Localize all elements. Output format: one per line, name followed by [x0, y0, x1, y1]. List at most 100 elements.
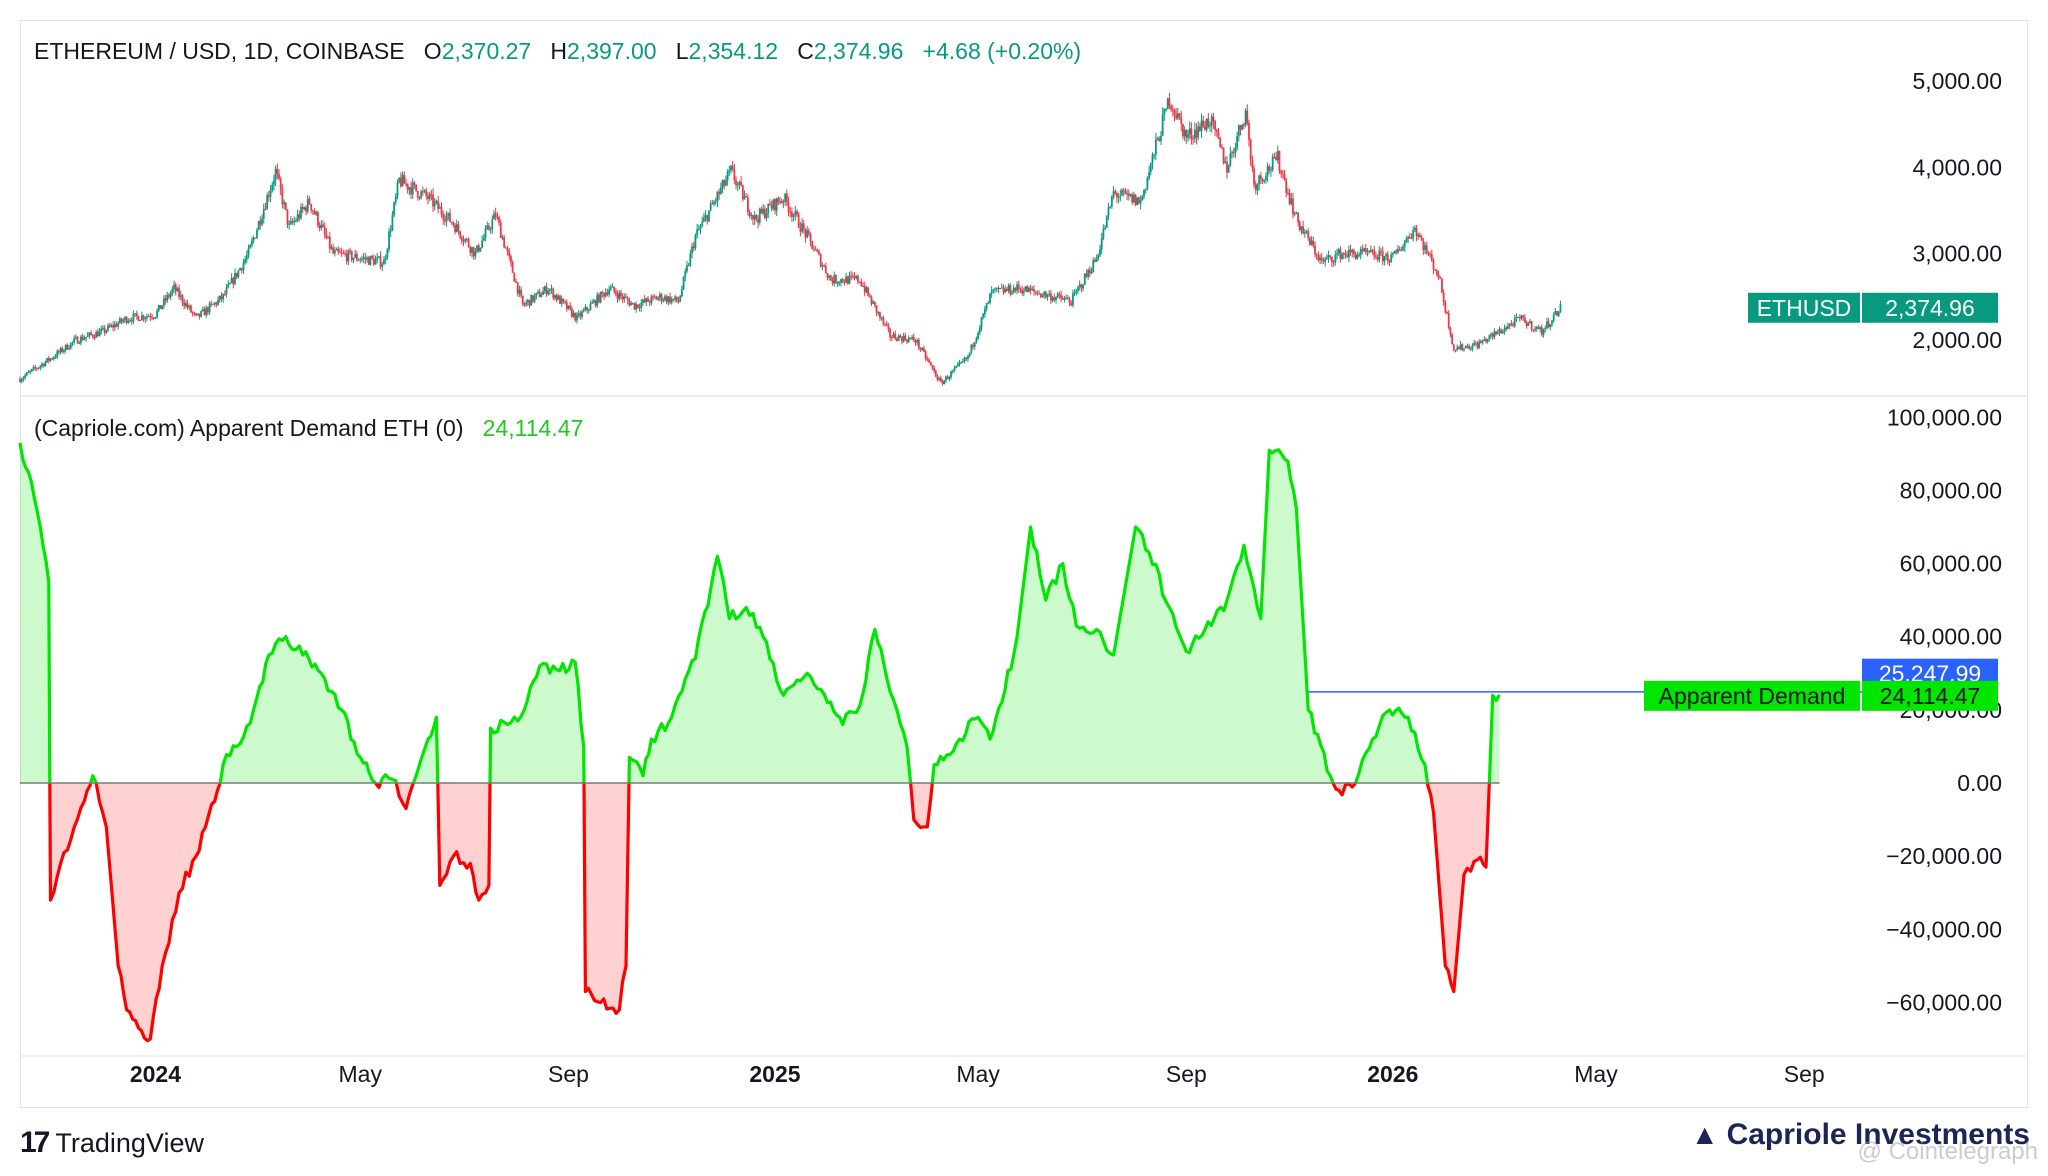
candle-body	[862, 286, 864, 288]
candle-body	[1141, 196, 1144, 201]
candle	[560, 295, 563, 307]
candle	[208, 301, 211, 315]
candle	[557, 294, 560, 301]
candle	[259, 216, 262, 230]
candle-body	[525, 302, 528, 305]
candle-body	[350, 251, 353, 261]
candle-body	[763, 208, 766, 218]
candle	[1337, 247, 1340, 256]
candle-body	[129, 320, 131, 322]
candle	[339, 248, 341, 253]
candle-body	[1276, 150, 1279, 161]
candle-body	[736, 183, 739, 186]
candle	[369, 255, 372, 266]
indicator-title: (Capriole.com) Apparent Demand ETH (0)	[34, 415, 464, 441]
candle	[1368, 249, 1371, 255]
candle	[1405, 235, 1408, 244]
candle-body	[677, 300, 680, 302]
candle	[1346, 250, 1349, 258]
candle-body	[1290, 198, 1293, 204]
candle-body	[1473, 343, 1476, 346]
candle-body	[210, 303, 213, 305]
candle	[1454, 349, 1457, 353]
candle	[127, 318, 130, 324]
demand-name-tag-box	[1644, 680, 1860, 711]
candle-body	[537, 291, 539, 293]
candle-body	[1246, 110, 1249, 123]
candle-body	[449, 212, 451, 222]
candle-body	[501, 237, 504, 239]
candle-body	[1378, 250, 1381, 260]
candle-body	[308, 198, 311, 205]
candle-body	[1422, 240, 1425, 251]
candle	[1358, 252, 1360, 258]
candle-body	[907, 337, 910, 342]
candle-body	[870, 296, 873, 304]
candle-body	[447, 212, 450, 216]
candle	[1298, 219, 1301, 232]
candle	[181, 294, 184, 307]
candle	[183, 298, 186, 310]
candle	[406, 183, 409, 194]
candle	[107, 323, 109, 332]
candle	[796, 209, 798, 218]
candle-body	[887, 325, 890, 329]
candle-body	[474, 251, 477, 257]
candle	[508, 247, 511, 260]
candle-body	[1557, 311, 1560, 316]
candle-body	[115, 323, 118, 327]
candle-body	[692, 246, 695, 249]
candle	[679, 295, 682, 303]
candle-body	[1347, 249, 1350, 258]
candle-body	[1530, 321, 1533, 330]
candle	[118, 316, 121, 324]
candle	[1017, 280, 1020, 293]
candle	[384, 254, 387, 264]
candle	[352, 257, 355, 264]
candle	[408, 186, 411, 196]
candle-body	[508, 251, 511, 257]
candle-body	[990, 290, 993, 294]
candle	[1090, 267, 1093, 275]
candle	[210, 300, 213, 307]
candle-body	[584, 307, 587, 311]
candle	[667, 295, 670, 306]
candle	[235, 272, 238, 280]
demand-negative-fill	[583, 783, 629, 1014]
candle	[1464, 345, 1467, 349]
demand-positive-line	[218, 635, 377, 785]
candle-body	[107, 325, 109, 331]
candle-body	[1178, 113, 1181, 118]
candle-body	[200, 310, 203, 317]
candle	[1131, 192, 1134, 206]
candle	[1217, 127, 1220, 140]
candle-body	[687, 265, 690, 267]
demand-negative-fill	[1427, 783, 1490, 992]
candle	[968, 352, 971, 358]
candle	[191, 311, 194, 317]
candle	[349, 247, 351, 255]
candle-body	[745, 196, 748, 198]
candle-body	[1496, 332, 1499, 335]
time-axis-tick: 2025	[749, 1061, 800, 1087]
candle	[995, 287, 998, 293]
candle-body	[960, 361, 963, 363]
candle-body	[938, 377, 941, 380]
candle	[687, 262, 690, 267]
candle	[122, 318, 125, 324]
candle	[643, 295, 646, 304]
cointelegraph-watermark: @ Cointelegraph	[1857, 1138, 2038, 1165]
candle-body	[741, 185, 744, 200]
candle	[213, 301, 216, 307]
candle	[1068, 296, 1071, 306]
candle-body	[999, 288, 1002, 290]
candle-body	[493, 213, 495, 220]
candle	[772, 198, 775, 211]
candle-body	[884, 323, 886, 325]
candle	[1329, 254, 1332, 260]
candle	[1512, 322, 1514, 328]
candle	[1381, 246, 1384, 266]
candle	[42, 363, 45, 368]
candle	[730, 164, 732, 174]
candle-body	[909, 337, 912, 339]
